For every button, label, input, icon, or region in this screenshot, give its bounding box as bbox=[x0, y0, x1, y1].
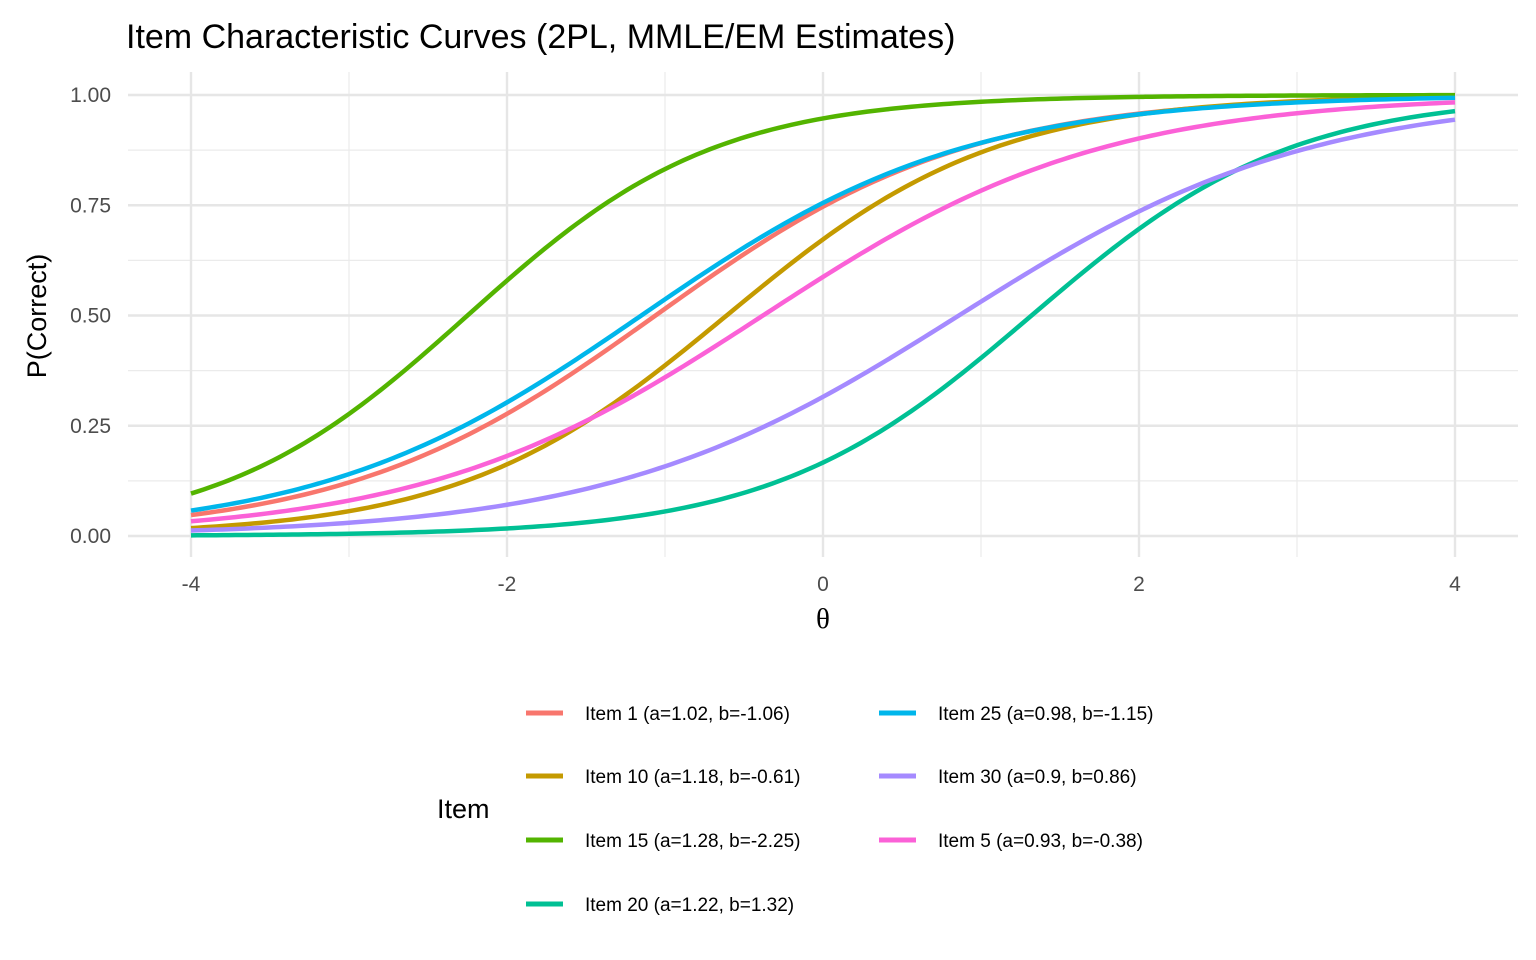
y-tick-label: 0.50 bbox=[70, 305, 111, 328]
legend: Item Item 1 (a=1.02, b=-1.06) Item 10 (a=… bbox=[437, 704, 1153, 916]
x-tick-label: 2 bbox=[1133, 573, 1145, 596]
curve-item-15 bbox=[190, 92, 1456, 496]
x-tick-label: -4 bbox=[182, 573, 201, 596]
chart-title: Item Characteristic Curves (2PL, MMLE/EM… bbox=[126, 18, 955, 56]
y-tick-label: 0.00 bbox=[70, 525, 111, 548]
x-axis-title: θ bbox=[816, 603, 830, 635]
legend-label: Item 30 (a=0.9, b=0.86) bbox=[938, 767, 1137, 788]
legend-item: Item 15 (a=1.28, b=-2.25) bbox=[526, 831, 800, 852]
legend-item: Item 10 (a=1.18, b=-0.61) bbox=[526, 767, 800, 788]
legend-item: Item 30 (a=0.9, b=0.86) bbox=[879, 767, 1137, 788]
y-tick-label: 0.75 bbox=[70, 194, 111, 217]
x-tick-label: 4 bbox=[1449, 573, 1461, 596]
curve-item-25 bbox=[190, 95, 1456, 513]
x-tick-label: -2 bbox=[498, 573, 517, 596]
legend-label: Item 5 (a=0.93, b=-0.38) bbox=[938, 831, 1143, 852]
legend-label: Item 25 (a=0.98, b=-1.15) bbox=[938, 704, 1153, 725]
legend-label: Item 1 (a=1.02, b=-1.06) bbox=[585, 704, 790, 725]
legend-title: Item bbox=[437, 794, 490, 824]
legend-label: Item 20 (a=1.22, b=1.32) bbox=[585, 895, 794, 916]
y-axis-title: P(Correct) bbox=[22, 254, 52, 379]
x-tick-label: 0 bbox=[817, 573, 829, 596]
curves bbox=[190, 92, 1456, 538]
curve-item-30 bbox=[190, 117, 1456, 533]
y-tick-label: 1.00 bbox=[70, 84, 111, 107]
legend-item: Item 25 (a=0.98, b=-1.15) bbox=[879, 704, 1153, 725]
legend-item: Item 5 (a=0.93, b=-0.38) bbox=[879, 831, 1143, 852]
legend-item: Item 1 (a=1.02, b=-1.06) bbox=[526, 704, 790, 725]
x-axis-ticks: -4 -2 0 2 4 bbox=[182, 573, 1462, 596]
legend-item: Item 20 (a=1.22, b=1.32) bbox=[526, 895, 794, 916]
legend-label: Item 10 (a=1.18, b=-0.61) bbox=[585, 767, 800, 788]
curve-item-5 bbox=[190, 100, 1456, 524]
legend-label: Item 15 (a=1.28, b=-2.25) bbox=[585, 831, 800, 852]
y-axis-ticks: 0.00 0.25 0.50 0.75 1.00 bbox=[70, 84, 111, 548]
y-tick-label: 0.25 bbox=[70, 415, 111, 438]
